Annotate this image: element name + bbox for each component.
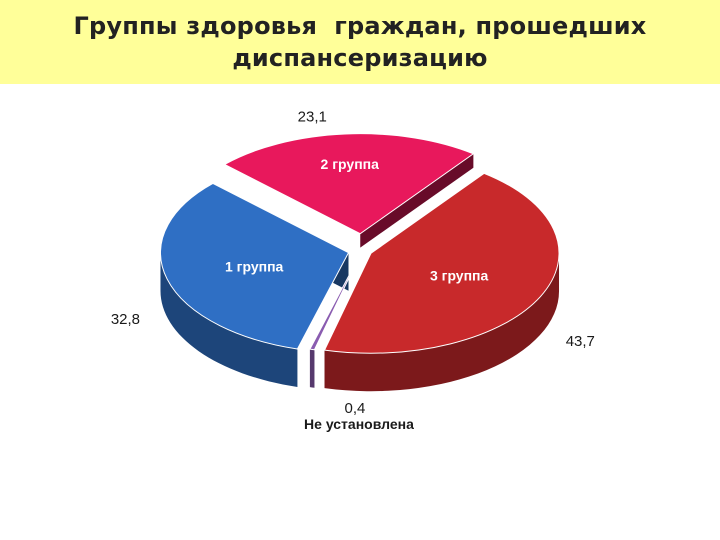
chart-title-line-2: диспансеризацию — [232, 44, 488, 72]
pie-category-label: 2 группа — [321, 156, 380, 172]
pie-slice-3 — [223, 133, 475, 235]
pie-slice-2 — [160, 182, 350, 350]
pie-value-label: 0,4 — [345, 400, 366, 417]
pie-slice-0 — [323, 172, 560, 354]
pie-chart: 43,7 3 группа 0,4Не установлена 32,8 1 групп… — [111, 109, 595, 432]
pie-slice-1 — [309, 252, 362, 351]
pie-slice-side-2 — [160, 252, 298, 387]
title-band: Группы здоровья граждан, прошедших диспа… — [0, 0, 720, 84]
pie-slice-wall-3 — [360, 153, 474, 248]
chart-title-line-1: Группы здоровья граждан, прошедших — [73, 12, 647, 40]
pie-value-label: 23,1 — [298, 109, 327, 126]
pie-slice-side-0 — [324, 253, 560, 392]
pie-category-label: 3 группа — [430, 268, 489, 284]
pie-value-label: 43,7 — [566, 333, 595, 350]
pie-category-label: 1 группа — [225, 258, 284, 274]
pie-caption-label: Не установлена — [304, 416, 414, 432]
pie-value-label: 32,8 — [111, 311, 140, 328]
pie-slice-side-1 — [309, 349, 315, 388]
